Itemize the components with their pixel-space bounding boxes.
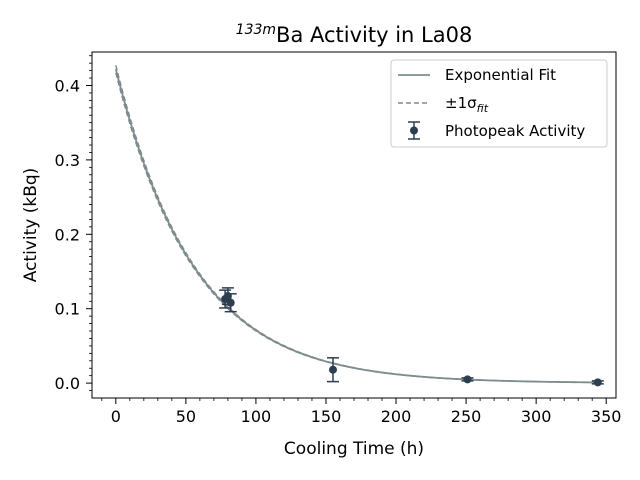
y-tick-label: 0.1 — [55, 300, 80, 319]
x-tick-label: 300 — [521, 407, 552, 426]
point-marker — [463, 375, 472, 384]
fit-curves — [114, 65, 601, 384]
y-tick-label: 0.0 — [55, 374, 80, 393]
chart-title: 133mBa Activity in La08 — [236, 22, 473, 47]
y-tick-label: 0.4 — [55, 76, 80, 95]
x-tick-label: 250 — [451, 407, 482, 426]
data-point — [591, 378, 604, 387]
x-tick-label: 150 — [311, 407, 342, 426]
chart-title-superscript: 133m — [236, 22, 276, 38]
axis-ticks: 0 50 100 150 200 250 300 350 0.0 0.1 0.2 0.3 0.4 — [55, 55, 622, 426]
data-point — [224, 293, 237, 313]
y-axis-label: Activity (kBq) — [21, 168, 41, 283]
y-tick-label: 0.2 — [55, 225, 80, 244]
legend-sigma-label: ±1σfit — [445, 94, 489, 115]
legend-frame — [390, 59, 608, 148]
legend-points-marker — [410, 126, 418, 135]
legend-sigma-subscript: fit — [477, 102, 489, 115]
data-points — [219, 287, 604, 387]
x-tick-label: 50 — [176, 407, 196, 426]
chart-title-main: Ba Activity in La08 — [276, 23, 472, 47]
x-tick-label: 350 — [591, 407, 622, 426]
point-marker — [593, 378, 602, 387]
point-marker — [328, 365, 337, 374]
point-marker — [226, 298, 235, 307]
fit-curve — [114, 68, 601, 384]
x-tick-label: 100 — [241, 407, 272, 426]
legend-points-label: Photopeak Activity — [445, 122, 585, 140]
legend-fit-label: Exponential Fit — [445, 66, 556, 84]
x-axis-label: Cooling Time (h) — [284, 439, 424, 459]
legend-sigma-prefix: ±1σ — [445, 94, 477, 112]
x-tick-label: 200 — [381, 407, 412, 426]
y-tick-label: 0.3 — [55, 151, 80, 170]
plot-frame — [91, 51, 617, 399]
data-point — [326, 357, 339, 383]
x-tick-label: 0 — [111, 407, 121, 426]
legend: Exponential Fit ±1σfit Photopeak Activit… — [390, 59, 608, 148]
data-point — [461, 375, 474, 384]
